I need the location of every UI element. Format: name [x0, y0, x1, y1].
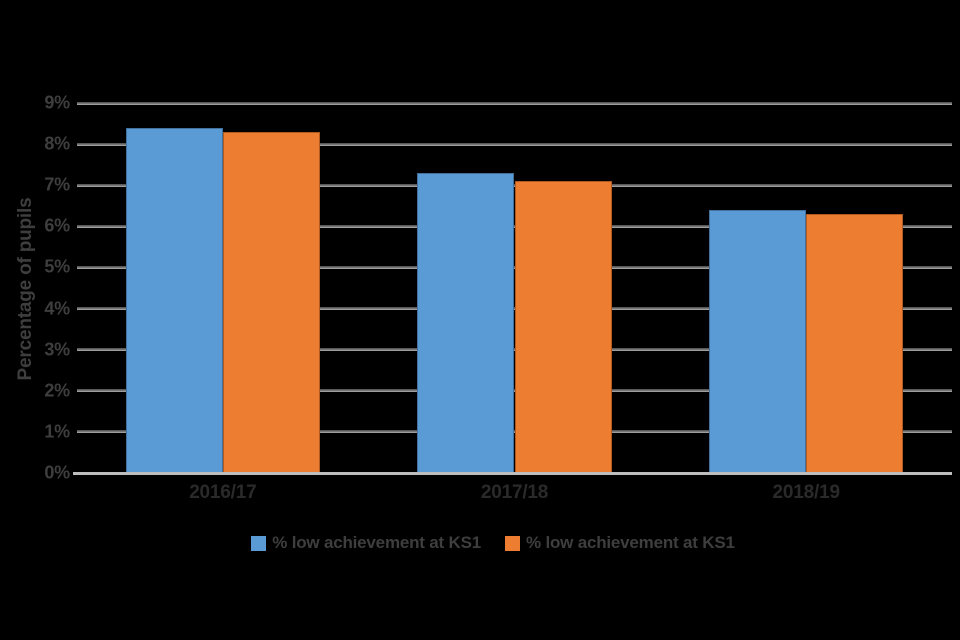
y-tick-label: 8% [44, 133, 70, 154]
x-axis: 2016/17 2017/18 2018/19 [77, 482, 952, 508]
x-category-label: 2017/18 [480, 482, 549, 503]
bar-2016-17-series1 [125, 127, 223, 473]
gridline [77, 101, 952, 105]
bar-2017-18-series2 [514, 181, 612, 473]
legend-color-swatch [505, 535, 520, 551]
legend: % low achievement at KS1 % low achievemen… [0, 533, 960, 553]
x-category-label: 2018/19 [772, 482, 840, 503]
bar-2018-19-series1 [708, 209, 807, 473]
legend-item-series1: % low achievement at KS1 [251, 533, 481, 553]
y-tick-label: 7% [44, 174, 70, 195]
y-tick-label: 5% [44, 256, 70, 277]
bar-2016-17-series2 [222, 131, 321, 473]
bar-2017-18-series1 [417, 172, 515, 473]
legend-item-series2: % low achievement at KS1 [505, 533, 735, 553]
y-tick-label: 2% [44, 380, 70, 401]
y-tick-label: 1% [44, 421, 70, 442]
y-tick-label: 0% [44, 462, 70, 483]
y-tick-label: 3% [44, 339, 70, 360]
x-category-label: 2016/17 [189, 482, 257, 503]
legend-color-swatch [251, 535, 267, 551]
legend-label: % low achievement at KS1 [526, 533, 735, 552]
y-tick-label: 4% [44, 298, 70, 319]
gridline [77, 142, 952, 146]
y-axis: 0% 1% 2% 3% 4% 5% 6% 7% 8% 9% [0, 93, 70, 483]
y-tick-label: 9% [44, 92, 70, 113]
legend-label: % low achievement at KS1 [272, 533, 481, 552]
plot-area [77, 101, 952, 473]
x-axis-line [73, 472, 952, 475]
y-tick-label: 6% [44, 215, 70, 236]
bar-2018-19-series2 [806, 214, 904, 473]
